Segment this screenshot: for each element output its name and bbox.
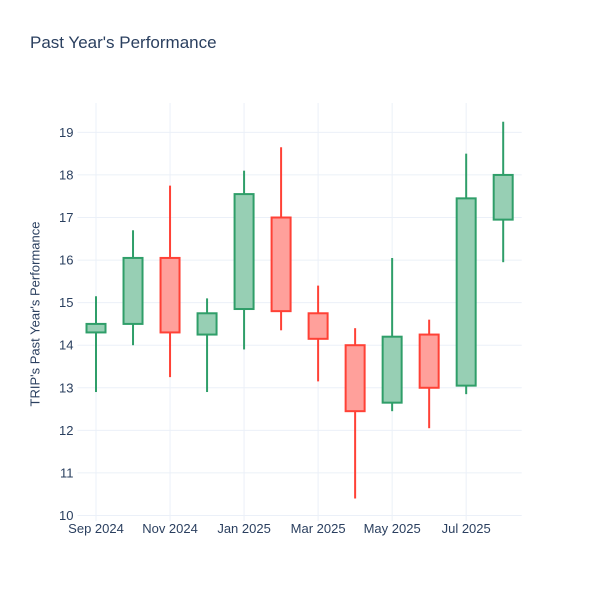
x-tick-label: Jul 2025 [442, 521, 491, 536]
x-tick-label: Nov 2024 [142, 521, 198, 536]
y-tick-label: 12 [59, 423, 73, 438]
y-tick-label: 13 [59, 380, 73, 395]
candle-may-2025-body[interactable] [381, 335, 403, 404]
x-tick-label: Sep 2024 [68, 521, 124, 536]
y-tick-label: 18 [59, 167, 73, 182]
y-tick-label: 15 [59, 295, 73, 310]
candle-dec-2024-body[interactable] [196, 312, 218, 336]
y-tick-label: 19 [59, 125, 73, 140]
x-tick-label: Mar 2025 [291, 521, 346, 536]
candle-feb-2025-body[interactable] [270, 216, 292, 313]
candle-jan-2025-body[interactable] [233, 193, 255, 311]
chart-title: Past Year's Performance [30, 33, 217, 52]
candle-nov-2024-body[interactable] [159, 256, 181, 334]
y-tick-label: 10 [59, 508, 73, 523]
candle-apr-2025-body[interactable] [344, 344, 366, 413]
y-axis-title: TRIP's Past Year's Performance [27, 221, 43, 407]
candle-aug-2025-body[interactable] [492, 173, 514, 221]
candle-sep-2024-body[interactable] [85, 322, 107, 334]
y-tick-label: 11 [60, 465, 74, 480]
x-tick-label: Jan 2025 [217, 521, 271, 536]
candle-jul-2025-body[interactable] [455, 197, 477, 387]
x-tick-label: May 2025 [364, 521, 421, 536]
candle-oct-2024-body[interactable] [122, 256, 144, 325]
candle-jun-2025-body[interactable] [418, 333, 440, 389]
y-tick-label: 16 [59, 253, 73, 268]
y-tick-label: 14 [59, 338, 73, 353]
y-tick-label: 17 [59, 210, 73, 225]
candle-mar-2025-body[interactable] [307, 312, 329, 340]
